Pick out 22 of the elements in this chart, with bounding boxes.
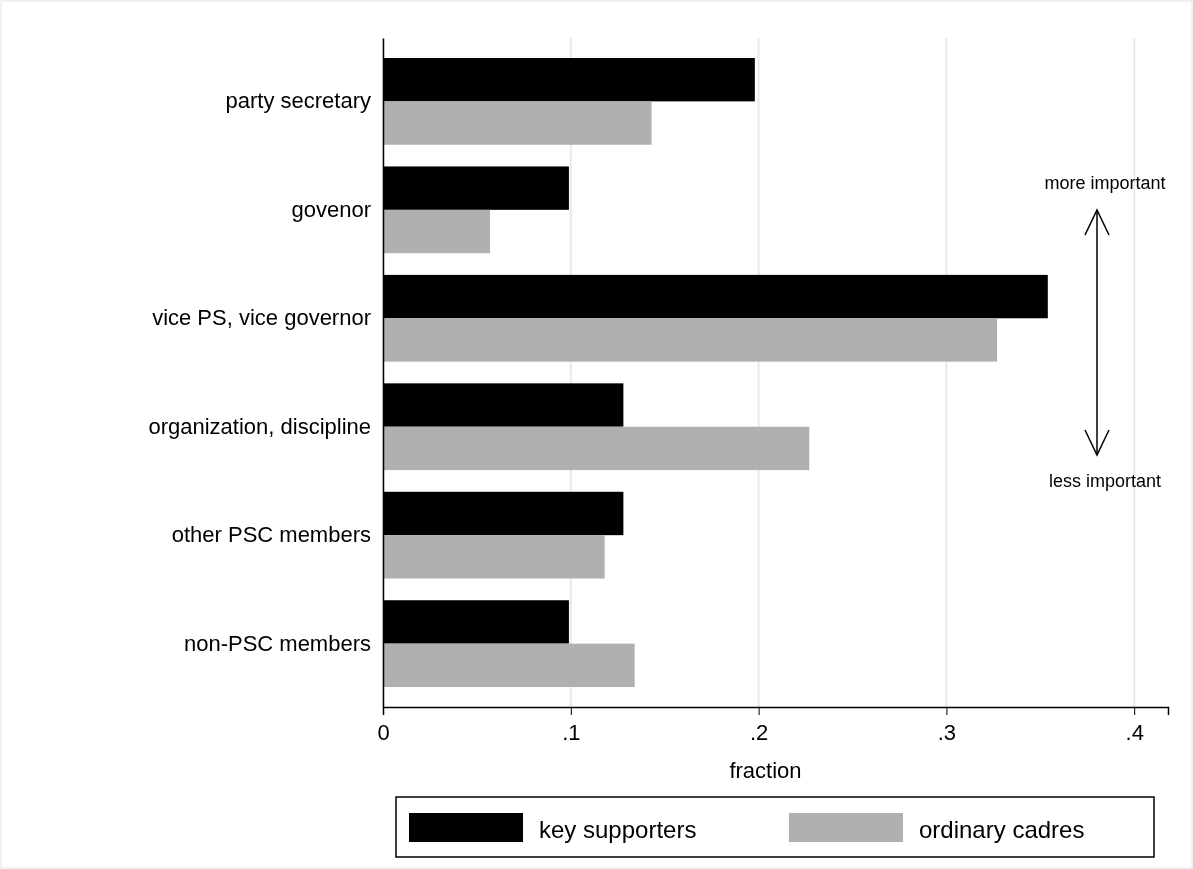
- x-tick-label: 0: [377, 720, 390, 745]
- x-tick-label: .3: [937, 720, 957, 745]
- annotation: less important: [1048, 471, 1162, 491]
- y-tick-label: organization, discipline: [148, 413, 371, 439]
- y-tick-label: vice PS, vice governor: [152, 305, 371, 331]
- y-tick-label: govenor: [291, 196, 371, 222]
- legend-label: ordinary cadres: [919, 816, 1085, 843]
- y-tick-label: non-PSC members: [183, 630, 371, 656]
- y-tick-label: party secretary: [225, 88, 371, 114]
- bar: [383, 209, 491, 254]
- x-tick-label: .4: [1125, 720, 1144, 745]
- x-tick-label: .2: [749, 720, 769, 745]
- bar: [383, 643, 635, 687]
- bar: [383, 426, 810, 471]
- bar: [383, 535, 605, 579]
- bar: [383, 101, 652, 145]
- annotation: more important: [1044, 173, 1166, 193]
- y-tick-label: other PSC members: [171, 522, 371, 548]
- x-axis-title: fraction: [729, 758, 802, 783]
- bar: [383, 318, 998, 362]
- x-tick-label: .1: [562, 720, 581, 745]
- legend-label: key supporters: [539, 816, 697, 843]
